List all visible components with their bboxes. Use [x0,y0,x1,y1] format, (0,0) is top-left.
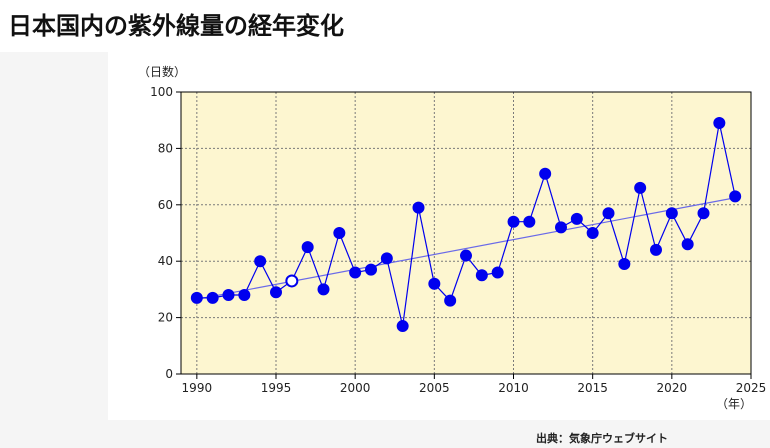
data-point [539,167,552,180]
data-point [586,227,599,239]
x-tick-label: 2025 [736,381,767,395]
data-points [190,117,742,333]
data-point [634,181,647,194]
data-point [460,249,472,262]
data-point [349,266,362,279]
data-point [317,283,330,296]
y-tick-label: 20 [158,311,173,325]
x-tick-label: 2015 [577,381,608,395]
data-point [270,286,282,299]
data-point [254,255,267,268]
uv-days-chart: 0 20 40 60 80 100 1990 1995 2000 2005 2010 2015 202… [138,64,767,411]
data-point [523,215,536,228]
x-tick-label: 2005 [419,381,450,395]
plot-area [180,91,752,375]
data-point [475,269,488,282]
data-point [618,258,631,271]
data-point [206,291,219,304]
x-tick-label: 2020 [657,381,688,395]
data-point [697,207,710,220]
data-point-hollow [285,274,299,288]
y-axis-ticks: 0 20 40 60 80 100 [150,85,181,381]
y-tick-label: 40 [158,254,173,268]
data-point [444,294,457,307]
x-tick-label: 1990 [182,381,213,395]
y-tick-label: 60 [158,198,173,212]
plot-border [180,91,752,375]
data-point [190,291,203,304]
data-point [428,277,441,290]
source-credit: 出典：気象庁ウェブサイト [536,432,668,445]
data-point [412,201,425,214]
y-axis-label: （日数） [138,64,186,79]
data-point [713,117,726,130]
data-point [555,221,567,234]
x-axis-ticks: 1990 1995 2000 2005 2010 2015 2020 2025 [182,374,767,395]
data-point [650,243,662,256]
data-point [491,266,504,279]
data-point [380,252,393,265]
x-tick-label: 2010 [498,381,529,395]
data-point [396,320,409,333]
y-tick-label: 80 [158,141,173,155]
data-point [507,215,520,228]
x-tick-label: 1995 [261,381,292,395]
data-point [602,207,615,220]
x-tick-label: 2000 [340,381,371,395]
x-axis-label: （年） [716,397,752,411]
data-point [570,212,583,225]
data-point [365,263,377,276]
data-point [222,289,235,302]
data-point [681,238,694,251]
y-tick-label: 100 [150,85,173,99]
data-point [238,289,251,302]
data-point [301,241,314,254]
data-point [333,227,346,239]
page-title: 日本国内の紫外線量の経年変化 [8,12,344,40]
y-tick-label: 0 [165,367,173,381]
data-point [665,207,678,220]
data-point [729,190,742,203]
